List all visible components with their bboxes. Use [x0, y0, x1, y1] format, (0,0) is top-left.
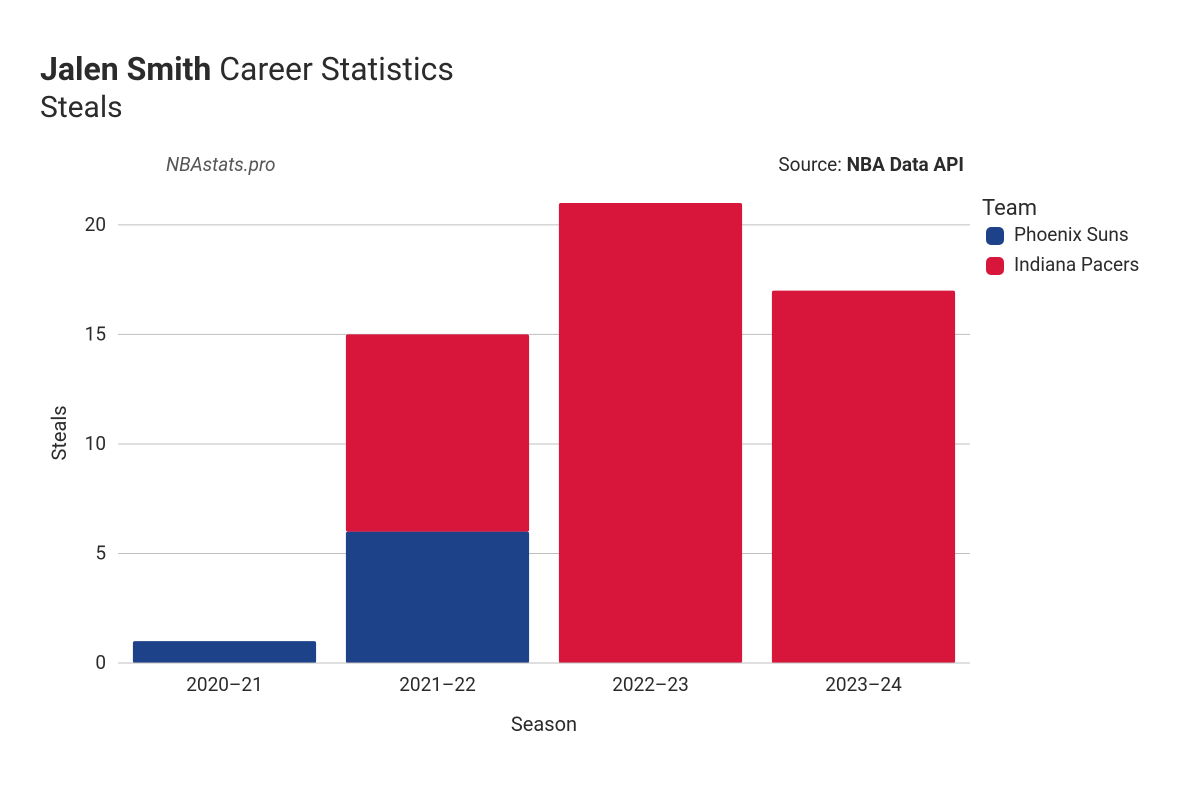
source-label: Source: NBA Data API [778, 153, 964, 176]
chart-title-line1: Jalen Smith Career Statistics [40, 50, 1160, 88]
title-rest: Career Statistics [219, 50, 454, 88]
y-axis-label: Steals [47, 405, 71, 460]
bar-segment [772, 291, 955, 663]
legend-swatch [986, 227, 1004, 245]
chart-title-line2: Steals [40, 90, 1160, 125]
bar-segment [346, 532, 529, 663]
legend-item-label: Indiana Pacers [1014, 253, 1139, 276]
bar-segment [559, 203, 742, 663]
bar-chart: 0 5 10 15 20 Steals 2020–21 2021–22 2022–23 2023–… [40, 143, 1160, 753]
x-tick-label: 2021–22 [399, 673, 476, 696]
y-tick-label: 20 [85, 213, 106, 236]
plot-area: 0 5 10 15 20 Steals 2020–21 2021–22 2022–23 2023–… [40, 143, 1160, 753]
y-tick-label: 5 [95, 541, 106, 564]
y-tick-label: 0 [95, 651, 106, 674]
y-tick-label: 15 [85, 322, 106, 345]
watermark-text: NBAstats.pro [166, 153, 276, 176]
legend-title: Team [982, 196, 1037, 221]
legend-item-label: Phoenix Suns [1014, 223, 1129, 246]
y-tick-label: 10 [85, 432, 106, 455]
legend-swatch [986, 257, 1004, 275]
x-axis-label: Season [511, 712, 577, 736]
bar-segment [133, 641, 316, 663]
player-name: Jalen Smith [40, 50, 211, 88]
bar-segment [346, 334, 529, 531]
x-tick-label: 2022–23 [612, 673, 689, 696]
chart-container: Jalen Smith Career Statistics Steals 0 5 1… [0, 0, 1200, 800]
x-tick-label: 2023–24 [825, 673, 902, 696]
x-tick-label: 2020–21 [186, 673, 263, 696]
